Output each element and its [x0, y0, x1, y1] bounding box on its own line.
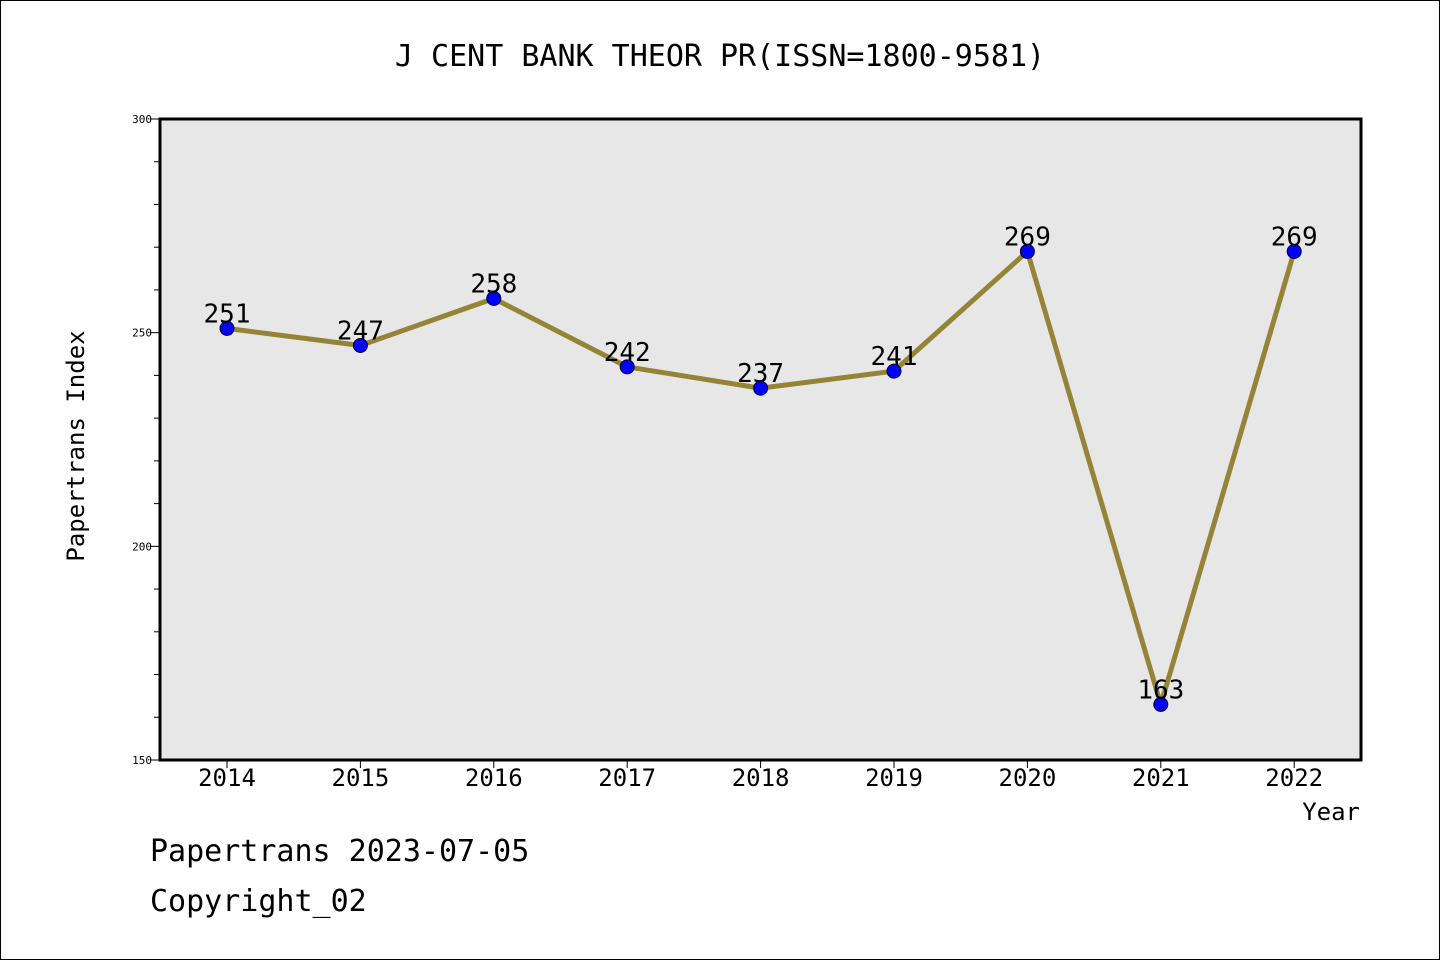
data-point: [1153, 696, 1169, 712]
data-label: 242: [604, 338, 651, 368]
data-label: 251: [204, 299, 251, 329]
x-axis-label: Year: [1302, 798, 1360, 826]
data-point: [486, 290, 502, 306]
copyright-text: Copyright_02: [150, 884, 367, 919]
data-point: [619, 359, 635, 375]
y-axis: 150 200 250 300: [132, 113, 160, 767]
data-markers: [219, 243, 1302, 712]
data-point: [1286, 243, 1302, 259]
y-tick-label: 150: [132, 754, 152, 767]
data-labels: 251 247 258 242 237 241 269 163 269: [204, 222, 1318, 705]
x-tick-label: 2019: [865, 764, 923, 792]
x-tick-label: 2018: [732, 764, 790, 792]
data-point: [886, 363, 902, 379]
plot-area: [158, 117, 1363, 762]
x-axis: 2014 2015 2016 2017 2018 2019 2020 2021 2022: [198, 760, 1323, 792]
y-axis-label: Papertrans Index: [62, 330, 90, 561]
data-label: 269: [1271, 222, 1318, 252]
data-point: [352, 337, 368, 353]
watermark-text: Papertrans 2023-07-05: [150, 834, 530, 869]
x-tick-label: 2021: [1132, 764, 1190, 792]
chart-title: J CENT BANK THEOR PR(ISSN=1800-9581): [395, 39, 1045, 74]
x-tick-label: 2016: [465, 764, 523, 792]
data-label: 247: [337, 316, 384, 346]
y-tick-label: 250: [132, 327, 152, 340]
x-tick-label: 2015: [332, 764, 390, 792]
data-point: [753, 380, 769, 396]
x-tick-label: 2020: [999, 764, 1057, 792]
data-label: 241: [871, 342, 918, 372]
y-tick-label: 200: [132, 540, 152, 553]
y-tick-label: 300: [132, 113, 152, 126]
x-tick-label: 2014: [198, 764, 256, 792]
x-tick-label: 2017: [598, 764, 656, 792]
x-tick-label: 2022: [1265, 764, 1323, 792]
data-label: 237: [737, 359, 784, 389]
data-point: [1019, 243, 1035, 259]
data-label: 269: [1004, 222, 1051, 252]
data-label: 163: [1137, 675, 1184, 705]
data-point: [219, 320, 235, 336]
data-label: 258: [470, 269, 517, 299]
